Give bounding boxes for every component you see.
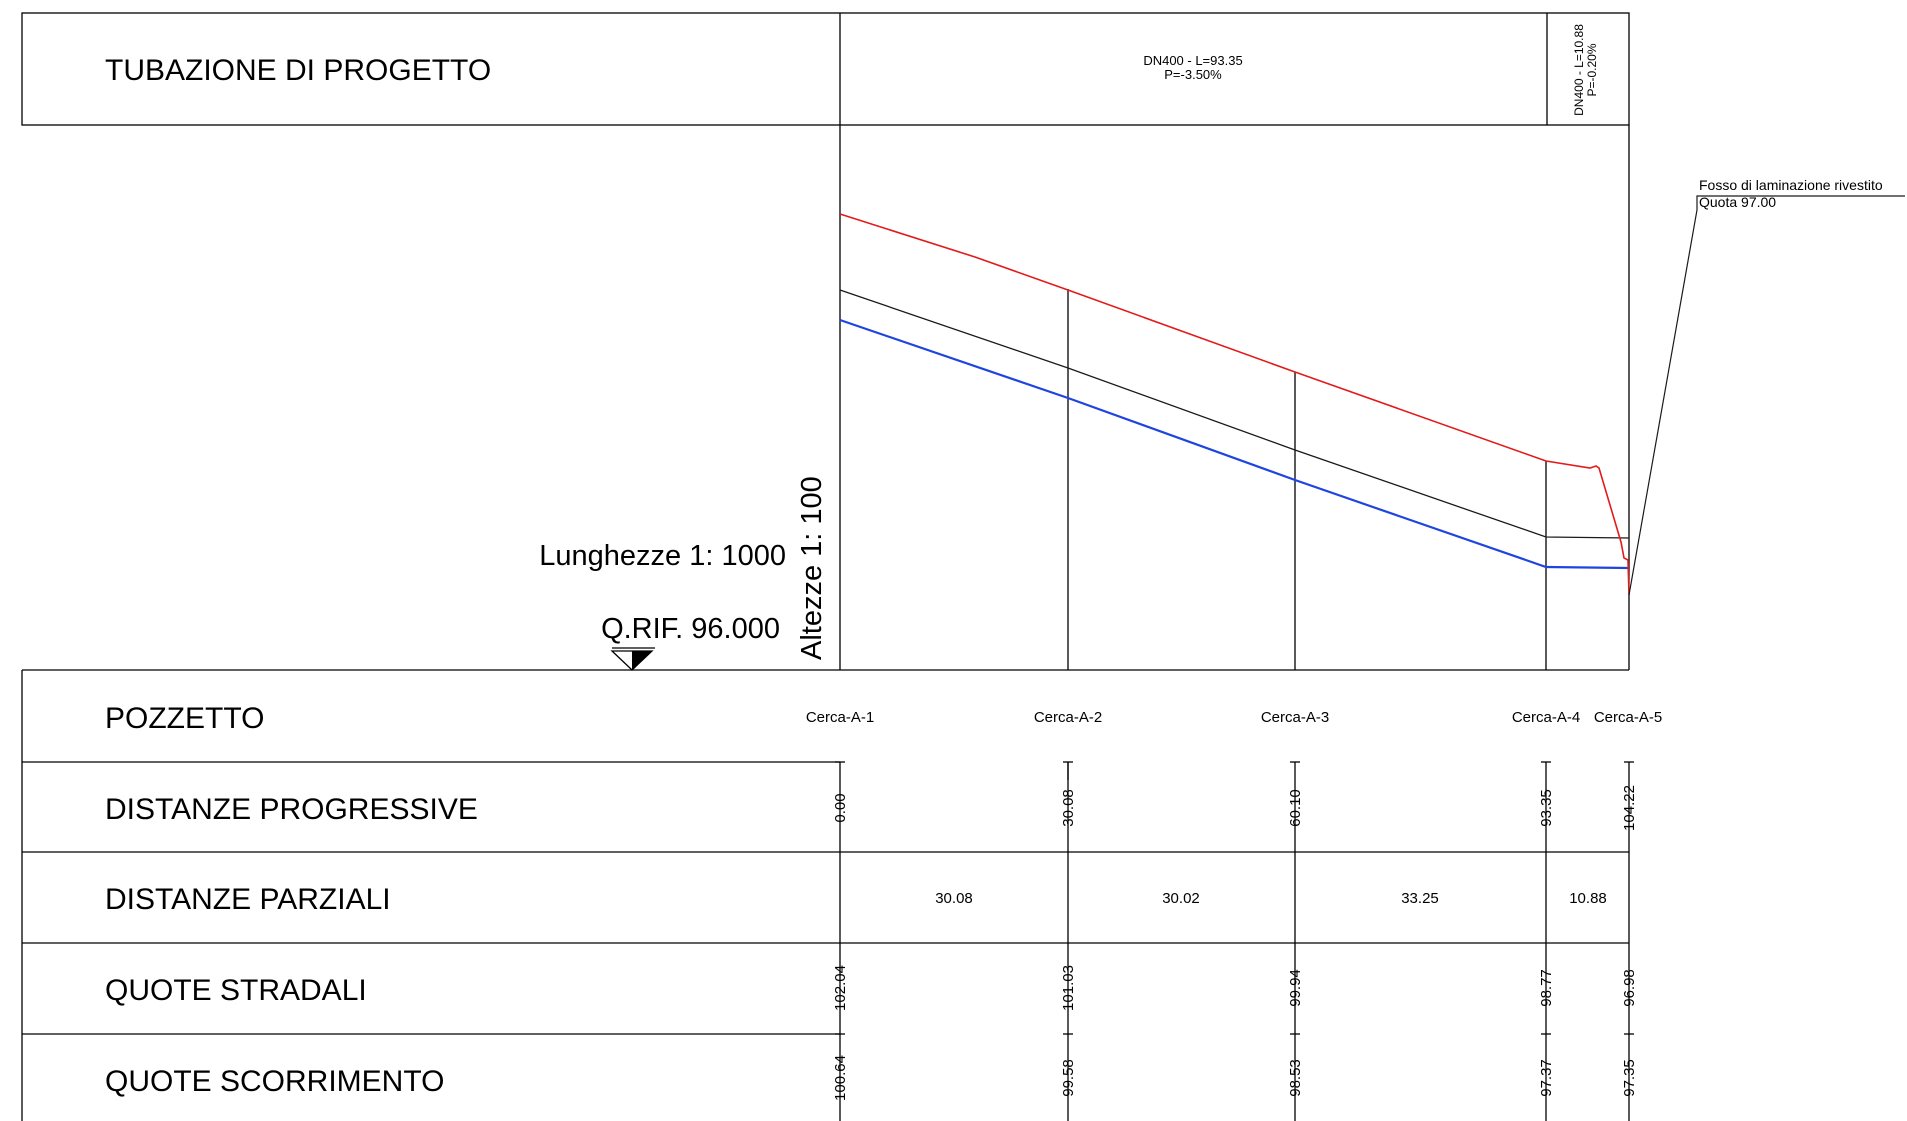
invert-elevation: 98.53 <box>1287 1059 1304 1097</box>
progressive-distance: 0.00 <box>832 793 849 822</box>
progressive-distance: 30.08 <box>1060 789 1077 827</box>
pipe1-label-line2: P=-3.50% <box>1164 67 1222 82</box>
manhole-name: Cerca-A-5 <box>1594 709 1662 726</box>
road-elevation: 98.77 <box>1538 969 1555 1007</box>
height-scale-label: Altezze 1: 100 <box>796 476 828 660</box>
header-table: TUBAZIONE DI PROGETTO DN400 - L=93.35 P=… <box>21 12 1630 670</box>
road-elevation: 99.94 <box>1287 969 1304 1007</box>
callout-line2: Quota 97.00 <box>1699 194 1776 210</box>
progressive-distance: 93.35 <box>1538 789 1555 827</box>
invert-elevation: 97.35 <box>1621 1059 1638 1097</box>
profile-area: Fosso di laminazione rivestito Quota 97.… <box>539 125 1905 671</box>
header-title: TUBAZIONE DI PROGETTO <box>105 54 491 87</box>
row-label-scorrimento: QUOTE SCORRIMENTO <box>105 1065 444 1098</box>
station-columns <box>835 761 1634 1121</box>
reference-level-label: Q.RIF. 96.000 <box>601 613 780 645</box>
progressive-distance: 104.22 <box>1621 785 1638 831</box>
road-elevation: 102.04 <box>832 965 849 1011</box>
data-table: POZZETTO DISTANZE PROGRESSIVE DISTANZE P… <box>21 669 1662 1121</box>
partial-distance: 10.88 <box>1569 890 1607 907</box>
callout-line1: Fosso di laminazione rivestito <box>1699 177 1883 193</box>
invert-elevation: 97.37 <box>1538 1059 1555 1097</box>
manhole-name: Cerca-A-1 <box>806 709 874 726</box>
road-surface-line <box>839 213 1630 596</box>
pipe2-label-line2: P=-0.20% <box>1585 43 1599 96</box>
progressive-distance: 60.10 <box>1287 789 1304 827</box>
manhole-name: Cerca-A-3 <box>1261 709 1329 726</box>
pipe-invert-line <box>839 318 1630 570</box>
partial-distance: 33.25 <box>1401 890 1439 907</box>
row-label-progressive: DISTANZE PROGRESSIVE <box>105 793 478 826</box>
manhole-name: Cerca-A-2 <box>1034 709 1102 726</box>
pipe1-label-line1: DN400 - L=93.35 <box>1143 53 1242 68</box>
road-elevation: 96.98 <box>1621 969 1638 1007</box>
reference-level-symbol <box>610 647 655 671</box>
road-elevation: 101.03 <box>1060 965 1077 1011</box>
pipe-crown-line <box>839 289 1630 539</box>
row-label-stradali: QUOTE STRADALI <box>105 974 367 1007</box>
partial-distance: 30.02 <box>1162 890 1200 907</box>
length-scale-label: Lunghezze 1: 1000 <box>539 540 786 572</box>
header-frame <box>21 12 1630 126</box>
row-label-parziali: DISTANZE PARZIALI <box>105 883 391 916</box>
manhole-name: Cerca-A-4 <box>1512 709 1580 726</box>
callout-leader <box>1628 195 1905 596</box>
invert-elevation: 100.64 <box>832 1055 849 1101</box>
row-label-pozzetto: POZZETTO <box>105 702 264 735</box>
invert-elevation: 99.58 <box>1060 1059 1077 1097</box>
partial-distance: 30.08 <box>935 890 973 907</box>
pipe2-label-line1: DN400 - L=10.88 <box>1572 24 1586 116</box>
